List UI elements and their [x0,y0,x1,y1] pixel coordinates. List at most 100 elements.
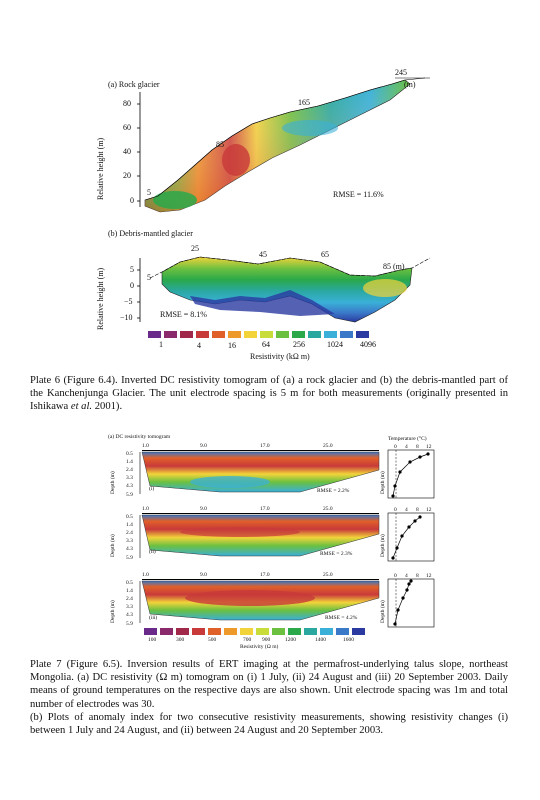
plate7-colorbar-tick: 1600 [343,637,354,643]
plate6-colorbar-tick: 64 [262,340,270,349]
plate7-caption: Plate 7 (Figure 6.5). Inversion results … [30,658,508,737]
depth-label: Depth (m) [110,600,116,623]
panel-b-ytick: −10 [120,313,133,322]
xtick: 17.0 [260,572,270,578]
tomogram-i [141,450,380,493]
plate6-colorbar-tick: 4 [197,341,201,350]
panel-a-unit: (m) [404,80,416,89]
plate7-caption-body: Inversion results of ERT imaging at the … [30,659,508,710]
depth-tick: 5.9 [126,492,133,498]
colorbar-swatch [356,331,369,338]
depth-label: Depth (m) [110,471,116,494]
panel-b-distance-label: 45 [259,250,267,259]
colorbar-swatch [276,331,289,338]
depth-tick: 2.4 [126,530,133,536]
depth-tick: 0.5 [126,451,133,457]
plate6-colorbar-tick: 1 [159,340,163,349]
tomogram-ii [141,513,380,557]
colorbar-swatch [208,628,221,635]
plate6-caption-tail: 2001). [92,401,123,413]
panel-b-distance-label: 65 [321,250,329,259]
row-tag: (ii) [149,549,156,555]
tomogram-iii [141,579,380,621]
plate7-colorbar-tick: 500 [208,637,217,643]
temp-tick: 4 [405,573,408,579]
row-rmse: RMSE = 4.2% [325,615,358,621]
plate7-colorbar-tick: 300 [176,637,185,643]
plate7-colorbar-tick: 700 [243,637,252,643]
plate7-colorbar [144,628,365,635]
colorbar-swatch [340,331,353,338]
panel-b-distance-label: 25 [191,244,199,253]
plate7-figure: (a) DC resistivity tomogram Temperature … [0,430,540,655]
temp-tick: 4 [405,507,408,513]
row-rmse: RMSE = 2.2% [317,488,350,494]
depth-label: Depth (m) [110,534,116,557]
depth-tick: 5.9 [126,621,133,627]
temp-tick: 8 [416,444,419,450]
colorbar-swatch [288,628,301,635]
plate6-svg [137,77,431,323]
temp-tick: 0 [394,507,397,513]
panel-b-rmse: RMSE = 8.1% [160,310,207,319]
depth-tick: 4.3 [126,612,133,618]
depth-tick: 1.4 [126,522,133,528]
plate6-figure: (a) Rock glacier Relative height (m) 80 … [0,0,540,370]
depth-tick: 3.3 [126,604,133,610]
temp-plot-i [387,449,435,499]
colorbar-swatch [272,628,285,635]
depth-tick: 2.4 [126,596,133,602]
panel-a-distance-label: 85 [216,140,224,149]
panel-b-title: (b) Debris-mantled glacier [108,229,193,238]
depth-tick: 3.3 [126,475,133,481]
row-tag: (i) [149,486,155,492]
temp-tick: 12 [426,444,432,450]
colorbar-swatch [240,628,253,635]
row-tag: (iii) [149,615,158,621]
plate6-colorbar-label: Resistivity (kΩ m) [250,352,310,361]
xtick: 9.0 [200,443,207,449]
xtick: 25.0 [323,506,333,512]
temp-tick: 4 [405,444,408,450]
colorbar-swatch [148,331,161,338]
depth-tick: 5.9 [126,555,133,561]
temp-depth-label: Depth (m) [380,600,386,623]
temp-tick: 0 [394,444,397,450]
panel-a-title: (a) Rock glacier [108,80,160,89]
xtick: 25.0 [323,572,333,578]
plate6-colorbar-tick: 4096 [360,340,376,349]
plate7-caption-b: (b) Plots of anomaly index for two conse… [30,711,508,737]
depth-tick: 4.3 [126,546,133,552]
plate6-caption-body: Inverted DC resistivity tomogram of (a) … [30,375,508,413]
plate6-colorbar-tick: 256 [293,340,305,349]
temp-plot-iii [387,578,435,628]
colorbar-swatch [224,628,237,635]
plate7-colorbar-tick: 100 [148,637,157,643]
temp-tick: 12 [426,573,432,579]
colorbar-swatch [324,331,337,338]
xtick: 1.0 [142,443,149,449]
plate6-colorbar [148,331,369,338]
colorbar-swatch [292,331,305,338]
xtick: 17.0 [260,443,270,449]
panel-a-rmse: RMSE = 11.6% [333,190,384,199]
colorbar-swatch [320,628,333,635]
depth-tick: 1.4 [126,459,133,465]
depth-tick: 0.5 [126,514,133,520]
plate6-colorbar-tick: 16 [228,341,236,350]
plate7-panel-title: (a) DC resistivity tomogram [108,434,171,440]
depth-tick: 0.5 [126,580,133,586]
plate7-temp-title: Temperature (°C) [388,436,427,442]
depth-tick: 1.4 [126,588,133,594]
row-rmse: RMSE = 2.3% [320,551,353,557]
panel-b-ytick: −5 [124,297,133,306]
panel-a-ytick: 40 [123,147,131,156]
plate7-caption-head: Plate 7 (Figure 6.5). [30,659,123,670]
xtick: 1.0 [142,572,149,578]
colorbar-swatch [180,331,193,338]
panel-a-distance-label: 5 [147,188,151,197]
xtick: 17.0 [260,506,270,512]
colorbar-swatch [192,628,205,635]
colorbar-swatch [336,628,349,635]
depth-tick: 3.3 [126,538,133,544]
